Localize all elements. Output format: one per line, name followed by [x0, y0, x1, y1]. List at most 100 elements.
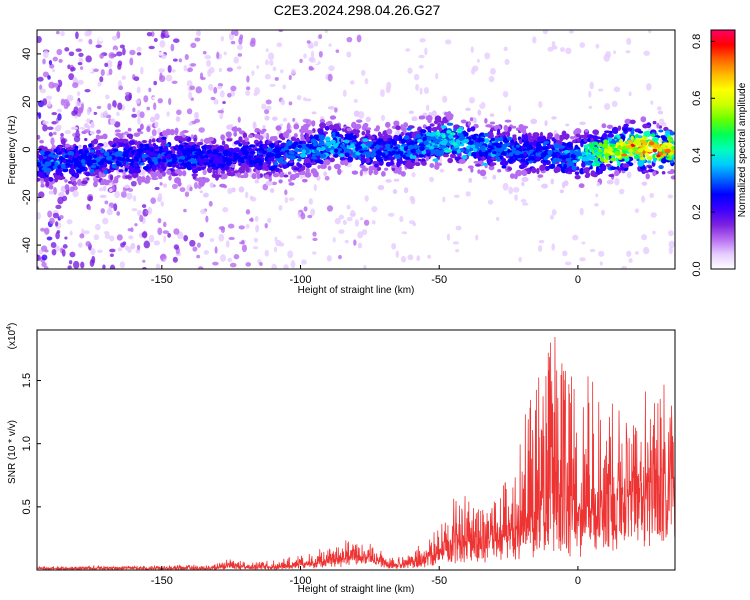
spectrogram-cell: [327, 165, 332, 171]
spectrogram-cell: [601, 209, 605, 216]
spectrogram-cell: [37, 265, 40, 269]
spectrogram-cell: [547, 132, 554, 138]
spectrogram-cell: [605, 163, 612, 168]
spectrogram-cell: [114, 129, 121, 133]
spectrogram-cell: [226, 138, 233, 142]
spectrogram-cell: [411, 131, 416, 139]
spectrogram-panel: -150 -100 -50 0 -40 -20 0 20 40 Height of strai…: [7, 29, 676, 296]
spectrogram-cell: [364, 195, 369, 202]
spectrogram-cell: [233, 56, 239, 64]
spectrogram-cell: [89, 172, 96, 177]
spectrogram-cell: [565, 47, 572, 55]
spectrogram-cell: [142, 266, 147, 269]
spectrogram-cell: [106, 149, 113, 153]
colorbar-frame: [710, 29, 736, 270]
colorbar-tick-label: 0.8: [691, 34, 703, 49]
spectrogram-cell: [238, 156, 245, 161]
spectrogram-cell: [332, 132, 336, 136]
spectrogram-cell: [507, 31, 512, 38]
spectrogram-cell: [133, 156, 139, 162]
spectrogram-cell: [353, 239, 357, 246]
x-tick-label: -100: [290, 274, 312, 286]
spectrogram-cell: [266, 105, 272, 111]
spectrogram-cell: [224, 165, 230, 171]
spectrogram-cell: [124, 167, 128, 172]
spectrogram-cell: [94, 223, 101, 231]
spectrogram-cell: [385, 161, 392, 167]
spectrogram-cell: [630, 130, 635, 135]
spectrogram-cell: [439, 168, 445, 173]
spectrogram-cell: [410, 197, 416, 205]
spectrogram-cell: [170, 43, 175, 52]
spectrogram-cell: [310, 161, 318, 165]
spectrogram-cell: [66, 219, 73, 225]
spectrogram-cell: [425, 156, 430, 161]
spectrogram-cell: [639, 153, 644, 158]
spectrogram-cell: [645, 83, 652, 91]
spectrogram-cell: [52, 131, 57, 136]
spectrogram-cell: [407, 67, 413, 74]
spectrogram-cell: [226, 124, 233, 130]
spectrogram-cell: [404, 235, 409, 243]
spectrogram-cell: [215, 174, 222, 178]
spectrogram-cell: [167, 65, 172, 73]
spectrogram-cell: [308, 198, 313, 205]
spectrogram-cell: [496, 158, 502, 162]
spectrogram-cell: [353, 98, 358, 104]
spectrogram-cell: [274, 76, 279, 81]
spectrogram-cell: [262, 143, 268, 149]
spectrogram-cell: [58, 191, 65, 197]
spectrogram-cell: [43, 177, 49, 183]
y-tick-label: -40: [21, 237, 33, 253]
spectrogram-cell: [117, 150, 122, 154]
spectrogram-cell: [187, 67, 193, 73]
spectrogram-cell: [291, 68, 296, 75]
spectrogram-cell: [190, 160, 198, 164]
spectrogram-cell: [529, 76, 535, 85]
spectrogram-cell: [166, 169, 172, 175]
spectrogram-cell: [90, 121, 95, 129]
spectrogram-cell: [42, 120, 46, 125]
spectrogram-cell: [233, 131, 238, 137]
spectrogram-cell: [595, 43, 600, 49]
spectrogram-cell: [483, 132, 490, 137]
spectrogram-cell: [595, 165, 600, 172]
spectrogram-cell: [233, 141, 240, 145]
spectrogram-cell: [302, 146, 309, 151]
colorbar-tick-label: 0.6: [691, 91, 703, 106]
spectrogram-cell: [535, 141, 541, 148]
spectrogram-cell: [45, 95, 53, 100]
spectrogram-cell: [210, 163, 216, 168]
spectrogram-cell: [269, 83, 276, 87]
spectrogram-cell: [393, 120, 400, 126]
spectrogram-cell: [70, 177, 77, 182]
spectrogram-cell: [522, 202, 529, 206]
spectrogram-cell: [268, 177, 272, 182]
spectrogram-cell: [671, 145, 675, 151]
spectrogram-cell: [509, 173, 515, 179]
x-tick-label: -150: [151, 575, 173, 587]
spectrogram-cell: [143, 146, 150, 151]
spectrogram-cell: [93, 234, 100, 241]
spectrogram-cell: [158, 137, 163, 142]
spectrogram-cell: [385, 179, 392, 183]
spectrogram-cell: [85, 171, 91, 177]
spectrogram-cell: [124, 184, 130, 189]
spectrogram-cell: [375, 140, 382, 145]
spectrogram-cell: [333, 123, 340, 128]
spectrogram-cell: [139, 111, 145, 119]
spectrogram-cell: [51, 45, 55, 51]
spectrogram-cell: [245, 209, 251, 215]
spectrogram-cell: [385, 143, 391, 149]
spectrogram-cell: [258, 161, 263, 167]
spectrogram-cell: [167, 232, 172, 238]
spectrogram-cell: [64, 236, 68, 240]
spectrogram-cell: [50, 242, 57, 248]
spectrogram-cell: [363, 147, 368, 151]
spectrogram-cell: [650, 100, 654, 105]
spectrogram-cell: [264, 223, 268, 229]
spectrogram-cell: [266, 147, 273, 153]
spectrogram-cell: [154, 121, 159, 128]
spectrogram-cell: [245, 159, 250, 165]
